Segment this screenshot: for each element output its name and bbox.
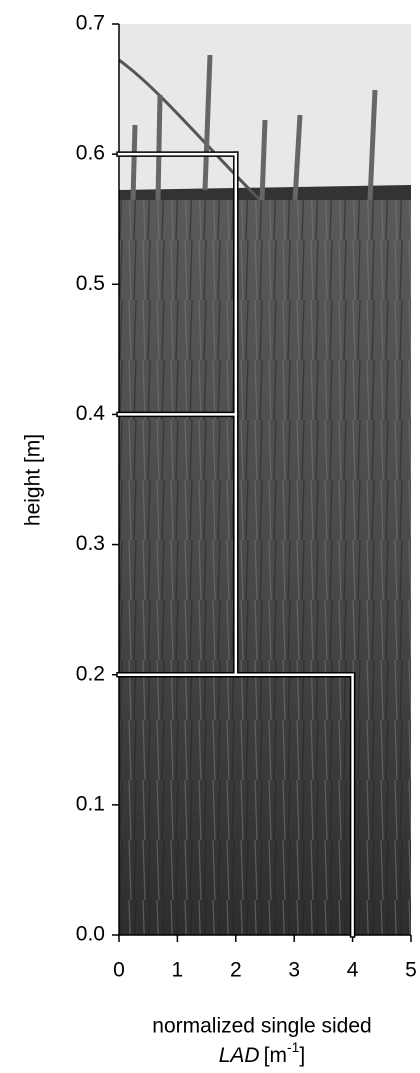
y-tick-label: 0.0 — [76, 923, 105, 946]
y-tick-label: 0.7 — [76, 12, 105, 35]
x-axis-var: LAD — [219, 1044, 260, 1067]
x-axis-title: normalized single sided — [152, 1015, 371, 1038]
x-axis-unit-exp: -1 — [287, 1039, 300, 1055]
y-tick-label: 0.2 — [76, 662, 105, 685]
y-tick-label: 0.4 — [76, 402, 106, 425]
y-axis-title: height [m] — [22, 434, 45, 526]
x-tick-label: 4 — [347, 959, 359, 982]
y-tick-label: 0.3 — [76, 532, 105, 555]
y-tick-label: 0.6 — [76, 142, 105, 165]
x-tick-label: 5 — [405, 959, 417, 982]
x-axis-unit: LAD [m-1] — [219, 1039, 305, 1067]
x-tick-label: 3 — [288, 959, 300, 982]
photo-background — [118, 24, 411, 935]
x-tick-label: 2 — [230, 959, 242, 982]
x-axis-unit-close: ] — [299, 1044, 305, 1067]
x-tick-label: 0 — [113, 959, 125, 982]
x-axis-unit-open: [m — [264, 1044, 287, 1067]
y-tick-label: 0.1 — [76, 792, 105, 815]
x-tick-label: 1 — [172, 959, 184, 982]
y-tick-label: 0.5 — [76, 272, 105, 295]
